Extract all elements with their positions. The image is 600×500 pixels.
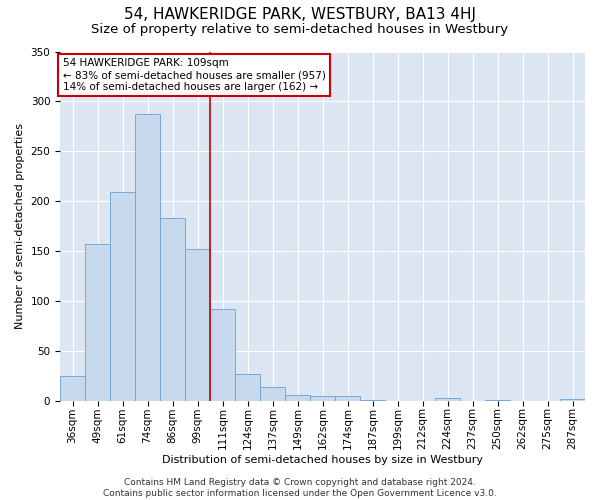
Text: 54, HAWKERIDGE PARK, WESTBURY, BA13 4HJ: 54, HAWKERIDGE PARK, WESTBURY, BA13 4HJ [124, 8, 476, 22]
Bar [260, 387, 285, 401]
Y-axis label: Number of semi-detached properties: Number of semi-detached properties [15, 124, 25, 330]
Bar [235, 374, 260, 401]
Bar [85, 244, 110, 401]
Text: Size of property relative to semi-detached houses in Westbury: Size of property relative to semi-detach… [91, 22, 509, 36]
Bar [110, 192, 135, 401]
Bar [185, 250, 210, 401]
X-axis label: Distribution of semi-detached houses by size in Westbury: Distribution of semi-detached houses by … [162, 455, 483, 465]
Bar [335, 396, 360, 401]
Text: 54 HAWKERIDGE PARK: 109sqm
← 83% of semi-detached houses are smaller (957)
14% o: 54 HAWKERIDGE PARK: 109sqm ← 83% of semi… [62, 58, 326, 92]
Bar [210, 309, 235, 401]
Bar [160, 218, 185, 401]
Bar [285, 395, 310, 401]
Bar [360, 400, 385, 401]
Bar [310, 396, 335, 401]
Bar [60, 376, 85, 401]
Bar [560, 399, 585, 401]
Bar [435, 398, 460, 401]
Text: Contains HM Land Registry data © Crown copyright and database right 2024.
Contai: Contains HM Land Registry data © Crown c… [103, 478, 497, 498]
Bar [135, 114, 160, 401]
Bar [485, 400, 510, 401]
